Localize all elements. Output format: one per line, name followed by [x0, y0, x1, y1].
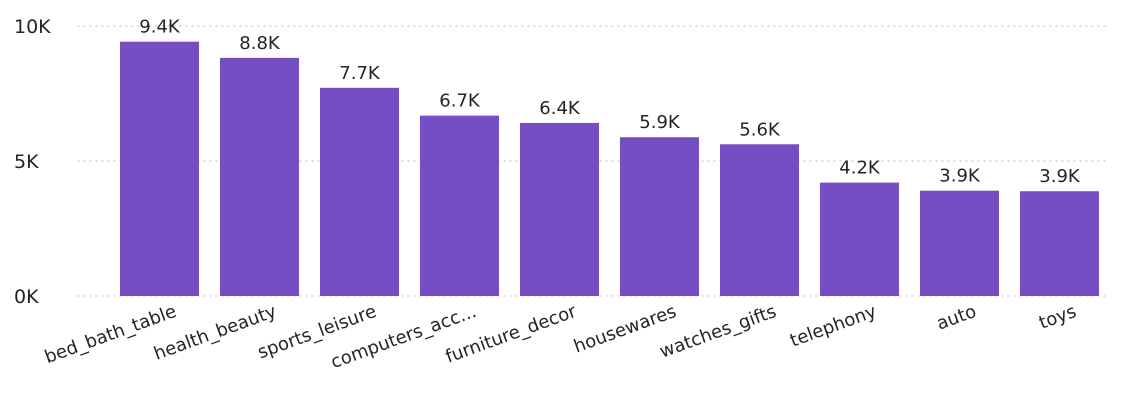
bar-5 [620, 137, 699, 296]
x-tick-label: telephony [787, 301, 879, 352]
x-tick-label: toys [1036, 301, 1079, 334]
data-label: 8.8K [239, 33, 281, 54]
bar-8 [920, 190, 999, 296]
data-label: 5.6K [739, 119, 781, 140]
data-label: 7.7K [339, 63, 381, 84]
y-tick-label: 0K [14, 286, 39, 308]
y-tick-label: 5K [14, 151, 39, 173]
data-label: 4.2K [839, 158, 881, 179]
bar-9 [1020, 191, 1099, 296]
bar-0 [120, 41, 199, 296]
bar-7 [820, 182, 899, 296]
data-label: 6.7K [439, 91, 481, 112]
data-label: 9.4K [139, 17, 181, 38]
y-tick-label: 10K [14, 16, 51, 38]
data-label: 3.9K [1039, 166, 1081, 187]
bar-2 [320, 87, 399, 296]
bar-4 [520, 122, 599, 297]
x-tick-label: auto [934, 301, 979, 335]
data-label: 3.9K [939, 166, 981, 187]
data-label: 6.4K [539, 98, 581, 119]
bar-3 [420, 115, 499, 296]
bar-6 [720, 144, 799, 296]
bar-1 [220, 57, 299, 296]
data-label: 5.9K [639, 112, 681, 133]
